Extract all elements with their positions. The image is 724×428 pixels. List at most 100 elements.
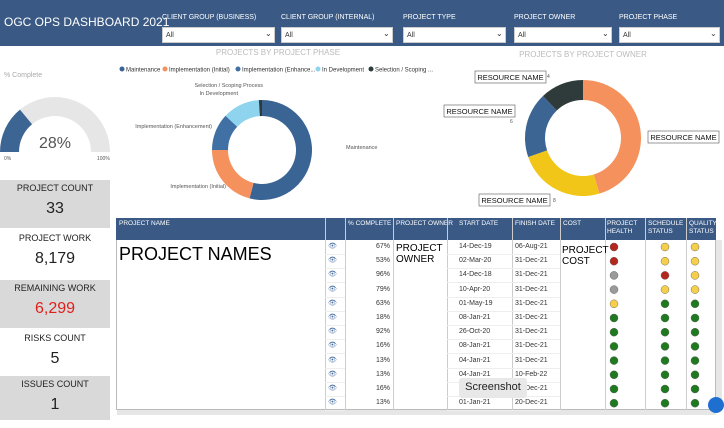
view-icon[interactable]: 👁 bbox=[328, 370, 337, 378]
filter-dropdown[interactable]: All bbox=[403, 27, 506, 43]
dropdown-arrow[interactable]: ⌄ bbox=[265, 29, 272, 38]
status-dot bbox=[660, 271, 670, 280]
row-line bbox=[447, 339, 560, 341]
view-icon[interactable]: 👁 bbox=[328, 399, 337, 407]
owner-count: 4 bbox=[547, 74, 550, 80]
owner-count: 6 bbox=[510, 119, 513, 125]
status-dot bbox=[609, 384, 619, 394]
date: 31-Dec-21 bbox=[515, 285, 548, 293]
status-dot bbox=[660, 356, 670, 365]
column-divider bbox=[345, 218, 346, 410]
status-dot bbox=[660, 299, 670, 308]
view-icon[interactable]: 👁 bbox=[328, 271, 337, 279]
view-icon[interactable]: 👁 bbox=[328, 342, 337, 350]
scrollbar bbox=[117, 410, 716, 415]
owner-count: 8 bbox=[553, 198, 556, 204]
filter-dropdown[interactable]: All bbox=[619, 27, 720, 43]
status-dot bbox=[690, 271, 700, 280]
title: OGC OPS DASHBOARD 2021 bbox=[4, 15, 170, 29]
legend-label: Implementation (Initial) bbox=[169, 68, 230, 74]
slice-label: Maintenance bbox=[346, 145, 378, 151]
dropdown-arrow[interactable]: ⌄ bbox=[602, 29, 609, 38]
view-icon[interactable]: 👁 bbox=[328, 385, 337, 392]
status-dot bbox=[609, 342, 619, 351]
view-icon[interactable]: 👁 bbox=[328, 243, 337, 250]
filter-label: CLIENT GROUP (INTERNAL) bbox=[281, 14, 375, 21]
gauge-title: % Complete bbox=[4, 72, 42, 79]
view-icon[interactable]: 👁 bbox=[328, 356, 337, 364]
percent: 92% bbox=[375, 328, 390, 336]
filter-label: PROJECT TYPE bbox=[403, 14, 456, 21]
gauge-min: 0% bbox=[4, 156, 12, 162]
legend-dot bbox=[315, 66, 321, 72]
date: 04-Jan-21 bbox=[459, 356, 491, 364]
owner-label: RESOURCE NAME bbox=[446, 107, 512, 116]
status-dot bbox=[660, 384, 670, 394]
date: 08-Jan-21 bbox=[459, 314, 491, 321]
row-line bbox=[325, 353, 345, 355]
dropdown-arrow[interactable]: ⌄ bbox=[710, 29, 717, 38]
filter-dropdown[interactable]: All bbox=[514, 27, 612, 43]
owner-label-box bbox=[443, 104, 516, 118]
status-dot bbox=[609, 257, 619, 266]
kpi-card bbox=[0, 230, 110, 278]
status-dot bbox=[660, 370, 670, 379]
date: 10-Apr-20 bbox=[459, 285, 491, 293]
table-header bbox=[116, 218, 716, 240]
kpi-card bbox=[0, 376, 110, 420]
view-icon[interactable]: 👁 bbox=[328, 285, 337, 293]
filter-label: PROJECT OWNER bbox=[514, 14, 576, 21]
percent: 79% bbox=[375, 285, 390, 293]
status-dot bbox=[690, 299, 700, 308]
date: 14-Dec-19 bbox=[459, 243, 492, 250]
column-header: % COMPLETE bbox=[348, 220, 392, 227]
column-header: START DATE bbox=[459, 220, 499, 227]
row-line bbox=[325, 339, 345, 341]
percent: 67% bbox=[375, 243, 390, 250]
dropdown-arrow[interactable]: ⌄ bbox=[496, 29, 503, 38]
date: 31-Dec-21 bbox=[515, 314, 548, 321]
slice-label: Implementation (Enhancement) bbox=[135, 124, 212, 130]
status-dot bbox=[609, 299, 619, 308]
percent: 13% bbox=[375, 356, 390, 364]
donut-slice bbox=[258, 100, 262, 117]
date: 04-Jan-21 bbox=[459, 370, 491, 378]
status-dot bbox=[690, 356, 700, 365]
date: 31-Dec-21 bbox=[515, 356, 548, 364]
row-line bbox=[447, 410, 560, 412]
donut-slice bbox=[212, 115, 238, 150]
owner-label-box bbox=[474, 70, 547, 84]
column-divider bbox=[560, 218, 561, 410]
status-dot bbox=[690, 257, 700, 266]
percent: 13% bbox=[375, 370, 390, 378]
cell-text: PROJECT NAMES bbox=[119, 244, 272, 264]
date: 31-Dec-21 bbox=[515, 271, 548, 279]
status-dot bbox=[690, 285, 700, 294]
view-icon[interactable]: 👁 bbox=[328, 257, 337, 265]
date: 31-Dec-21 bbox=[515, 299, 548, 307]
row-line bbox=[325, 296, 345, 298]
column-header: PROJECT OWNER bbox=[396, 220, 453, 227]
gauge-label: 28% bbox=[39, 135, 71, 152]
filter-dropdown[interactable]: All bbox=[162, 27, 275, 43]
date: 08-Jan-21 bbox=[459, 342, 491, 350]
status-dot bbox=[690, 399, 700, 408]
legend-label: Maintenance bbox=[126, 68, 161, 74]
view-icon[interactable]: 👁 bbox=[328, 314, 337, 321]
status-dot bbox=[660, 313, 670, 323]
column-divider bbox=[447, 218, 448, 410]
owner-label: RESOURCE NAME bbox=[477, 73, 543, 82]
column-header: COST bbox=[563, 220, 582, 227]
tooltip: Screenshot bbox=[459, 378, 527, 398]
help-button[interactable] bbox=[708, 397, 724, 413]
row-line bbox=[325, 282, 345, 284]
filter-dropdown[interactable]: All bbox=[281, 27, 393, 43]
status-dot bbox=[609, 242, 619, 252]
row-line bbox=[447, 268, 560, 270]
dropdown-arrow[interactable]: ⌄ bbox=[383, 29, 390, 38]
kpi-label: ISSUES COUNT bbox=[21, 379, 89, 389]
cell-text: PROJECT COST bbox=[562, 245, 609, 267]
view-icon[interactable]: 👁 bbox=[328, 328, 337, 336]
view-icon[interactable]: 👁 bbox=[328, 299, 337, 307]
slice-label: Implementation (Initial) bbox=[170, 184, 226, 190]
